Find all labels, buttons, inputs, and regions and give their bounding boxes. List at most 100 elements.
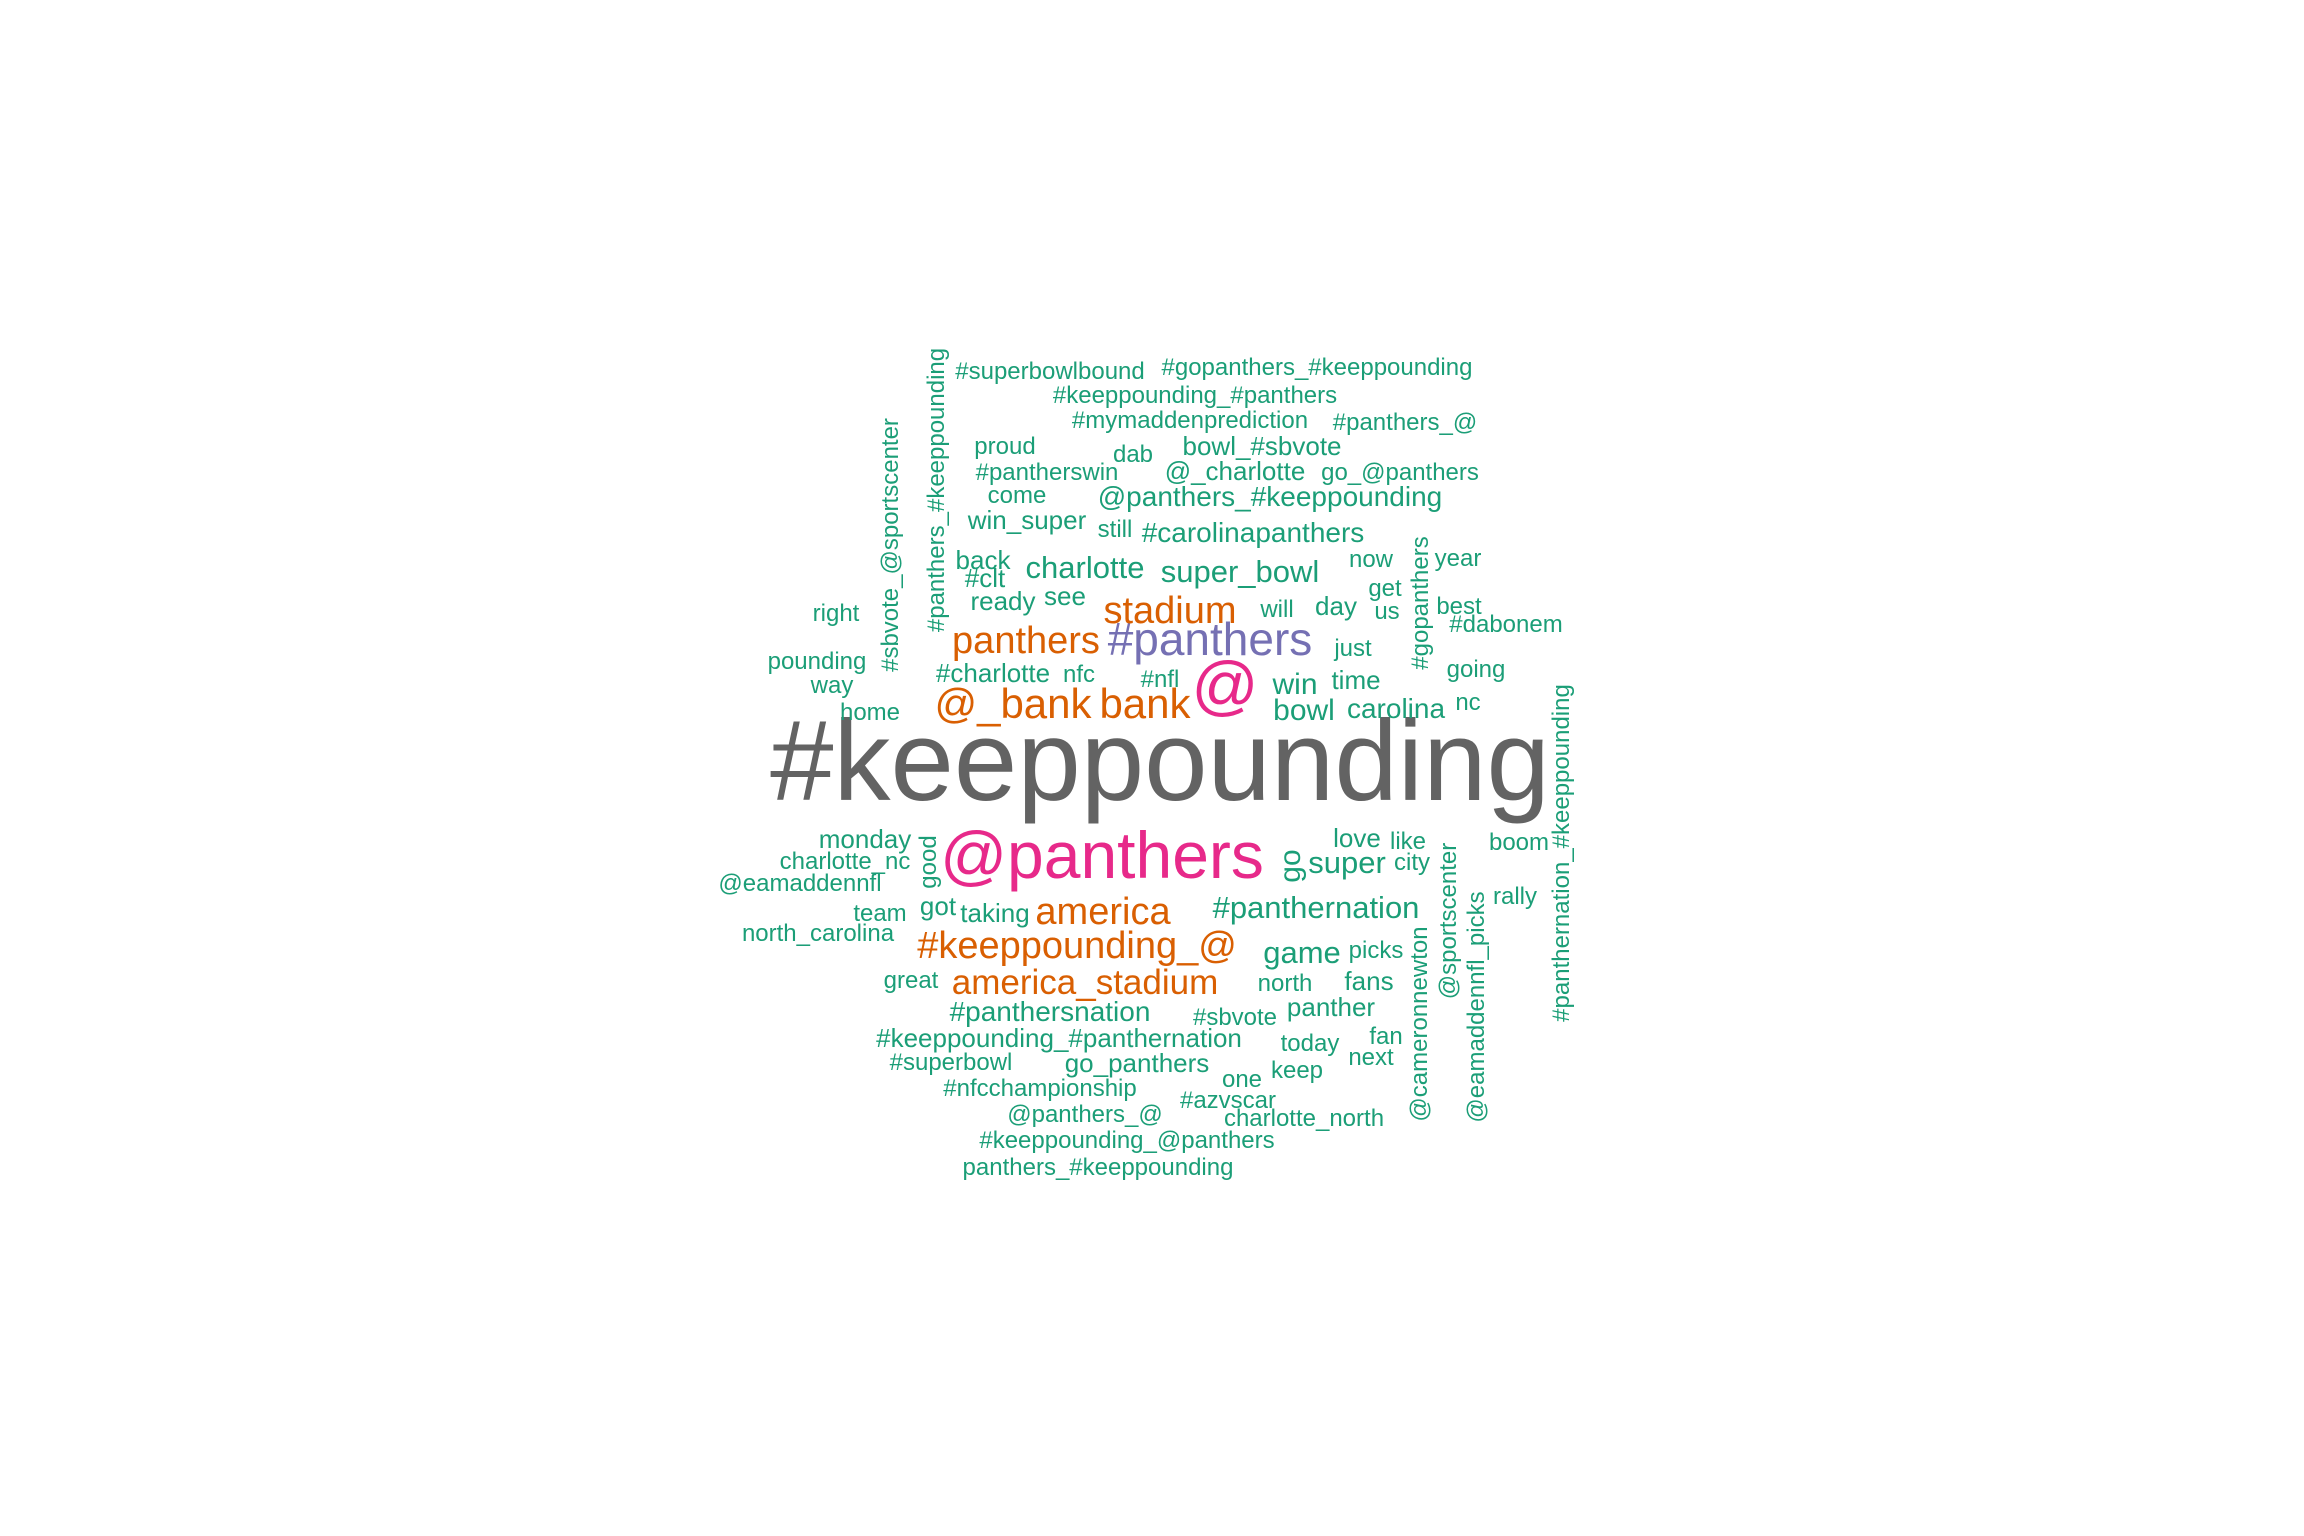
word-city: city xyxy=(1394,849,1430,876)
word-still: still xyxy=(1098,516,1133,543)
word-nfcchampionship: #nfcchampionship xyxy=(943,1075,1136,1102)
word-at-cameronnewton: @cameronnewton xyxy=(1406,926,1433,1121)
word-at-panthers: @panthers xyxy=(940,818,1264,892)
word-way: way xyxy=(810,672,854,699)
word-go-at-panthers: go_@panthers xyxy=(1321,459,1479,486)
word-game: game xyxy=(1263,935,1341,970)
word-home: home xyxy=(840,699,900,726)
word-at-panthers-keeppounding: @panthers_#keeppounding xyxy=(1098,481,1442,512)
word-us: us xyxy=(1374,598,1399,625)
word-now: now xyxy=(1349,546,1394,573)
word-stadium: stadium xyxy=(1103,590,1236,632)
word-today: today xyxy=(1281,1030,1340,1057)
word-come: come xyxy=(988,482,1047,509)
word-keeppounding-at-panthers: #keeppounding_@panthers xyxy=(979,1127,1274,1154)
word-america-stadium: america_stadium xyxy=(952,963,1219,1002)
word-like: like xyxy=(1390,828,1426,855)
word-fan: fan xyxy=(1369,1023,1402,1050)
word-got: got xyxy=(920,891,957,921)
word-panthers-at: #panthers_@ xyxy=(1333,409,1477,436)
word-panthers: panthers xyxy=(952,620,1100,662)
word-dabonem: #dabonem xyxy=(1449,611,1562,638)
word-panthernation: #panthernation xyxy=(1213,890,1420,925)
word-one: one xyxy=(1222,1066,1262,1093)
word-get: get xyxy=(1368,575,1402,602)
word-rally: rally xyxy=(1493,883,1537,910)
word-panthersnation: #panthersnation xyxy=(950,996,1151,1027)
word-day: day xyxy=(1315,591,1357,621)
word-at-eamaddennfl: @eamaddennfl xyxy=(718,870,881,897)
word-keeppounding-at: #keeppounding_@ xyxy=(917,925,1237,967)
word-mymaddenprediction: #mymaddenprediction xyxy=(1072,407,1308,434)
word-fans: fans xyxy=(1344,966,1393,996)
word-monday: monday xyxy=(819,824,912,854)
word-nfl: #nfl xyxy=(1141,666,1180,693)
word-gopanthers-keeppounding: #gopanthers_#keeppounding xyxy=(1162,354,1473,381)
word-charlotte: charlotte xyxy=(1026,550,1145,585)
word-go-panthers: go_panthers xyxy=(1065,1048,1210,1078)
word-panthernation-keeppounding: #panthernation_#keeppounding xyxy=(1548,684,1575,1022)
word-north-carolina: north_carolina xyxy=(742,920,895,947)
word-keeppounding-panthers: #keeppounding_#panthers xyxy=(1053,382,1337,409)
word-gopanthers: #gopanthers xyxy=(1407,536,1434,669)
word-sbvote: #sbvote xyxy=(1193,1004,1277,1031)
word-great: great xyxy=(884,967,939,994)
word-carolina: carolina xyxy=(1347,693,1445,724)
word-good: good xyxy=(915,835,942,888)
word-proud: proud xyxy=(974,433,1035,460)
word-bank: bank xyxy=(1099,680,1191,727)
word-pantherswin: #pantherswin xyxy=(976,459,1119,486)
word-back: back xyxy=(956,545,1012,575)
word-super: super xyxy=(1308,845,1386,880)
word-next: next xyxy=(1348,1044,1394,1071)
word-taking: taking xyxy=(960,898,1029,928)
word-time: time xyxy=(1331,665,1380,695)
word-picks: picks xyxy=(1349,937,1404,964)
word-at-charlotte: @_charlotte xyxy=(1165,456,1306,486)
word-keep: keep xyxy=(1271,1057,1323,1084)
word-at-eamaddennfl-picks: @eamaddennfl_picks xyxy=(1463,891,1490,1122)
word-superbowlbound: #superbowlbound xyxy=(955,358,1144,385)
word-panther: panther xyxy=(1287,992,1376,1022)
word-right: right xyxy=(813,600,860,627)
word-charlotte-nc: charlotte_nc xyxy=(780,848,911,875)
word-win-super: win_super xyxy=(967,505,1087,535)
word-panthers-hash-keeppounding: #panthers_#keeppounding xyxy=(923,348,950,632)
word-go: go xyxy=(1274,849,1307,882)
word-at-panthers-at: @panthers_@ xyxy=(1007,1101,1162,1128)
word-pounding: pounding xyxy=(768,648,867,675)
word-hash-panthers: #panthers xyxy=(1108,613,1313,665)
word-love: love xyxy=(1333,823,1381,853)
word-at-bank: @_bank xyxy=(934,680,1092,727)
word-best: best xyxy=(1436,593,1482,620)
word-see: see xyxy=(1044,581,1086,611)
word-charlotte-north: charlotte_north xyxy=(1224,1105,1384,1132)
word-superbowl: #superbowl xyxy=(890,1049,1013,1076)
word-keeppounding: #keeppounding xyxy=(770,698,1550,825)
word-at-sportscenter: @sportscenter xyxy=(1435,843,1462,999)
word-azvscar: #azvscar xyxy=(1180,1087,1276,1114)
word-keeppounding-panthernation: #keeppounding_#panthernation xyxy=(876,1023,1242,1053)
word-hash-charlotte: #charlotte xyxy=(936,658,1050,688)
word-ready: ready xyxy=(970,586,1035,616)
word-going: going xyxy=(1447,656,1506,683)
word-carolinapanthers: #carolinapanthers xyxy=(1142,517,1365,548)
word-super-bowl: super_bowl xyxy=(1161,554,1320,589)
word-clt: #clt xyxy=(965,563,1006,593)
word-boom: boom xyxy=(1489,829,1549,856)
word-team: team xyxy=(853,900,906,927)
word-nc: nc xyxy=(1455,689,1480,716)
word-bowl: bowl xyxy=(1273,694,1335,727)
word-year: year xyxy=(1435,545,1482,572)
word-nfc: nfc xyxy=(1063,661,1095,688)
word-just: just xyxy=(1333,635,1372,662)
word-america: america xyxy=(1035,891,1171,933)
word-bowl-sbvote: bowl_#sbvote xyxy=(1183,431,1342,461)
word-will: will xyxy=(1259,596,1293,623)
word-sbvote-at-sportscenter: #sbvote_@sportscenter xyxy=(877,418,904,672)
word-at: @ xyxy=(1192,648,1259,722)
word-win: win xyxy=(1271,668,1317,701)
word-north: north xyxy=(1258,970,1313,997)
word-dab: dab xyxy=(1113,441,1153,468)
